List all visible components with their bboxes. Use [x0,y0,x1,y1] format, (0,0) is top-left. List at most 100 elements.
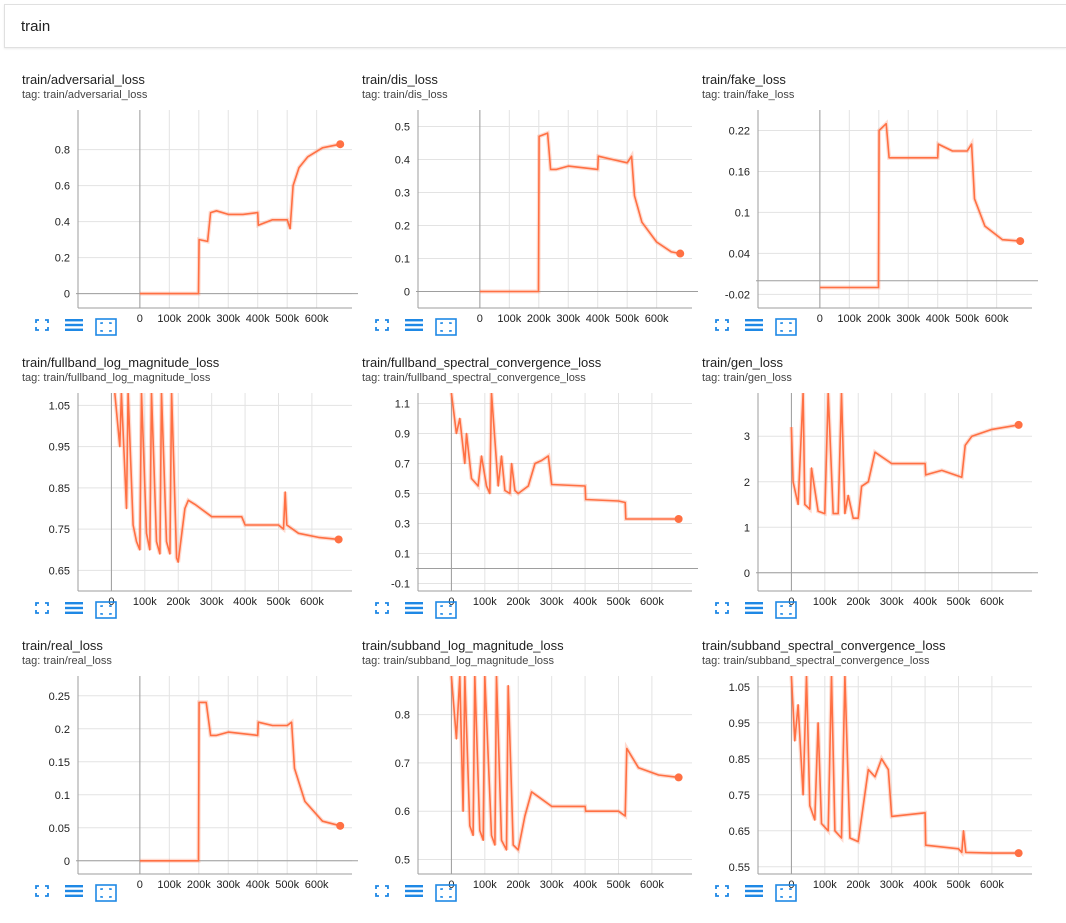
y-tick-label: 0.6 [395,806,410,818]
chart-plot[interactable]: 0 100k 200k 300k 400k 500k 600k 0 0.05 0.1 0.15 0.2… [22,674,362,891]
expand-icon[interactable] [714,601,734,619]
series-line[interactable] [790,676,1019,854]
series-line[interactable] [819,122,1021,289]
series-endpoint[interactable] [1016,237,1025,246]
list-icon[interactable] [744,318,764,336]
x-tick-label: 200k [166,596,190,608]
x-tick-label: 300k [216,313,240,325]
series-endpoint[interactable] [336,140,345,149]
list-icon[interactable] [744,601,764,619]
y-tick-label: 0.4 [395,155,410,167]
fit-domain-icon[interactable] [95,318,117,336]
list-icon[interactable] [404,884,424,902]
chart-plot[interactable]: 0 100k 200k 300k 400k 500k 600k 0 0.2 0.4 0.6 0.8 [22,108,362,325]
y-tick-label: 0.1 [735,207,750,219]
list-icon[interactable] [744,884,764,902]
y-tick-label: -0.1 [391,579,410,591]
chart-title: train/subband_log_magnitude_loss [362,638,564,653]
chart-plot[interactable]: 0 100k 200k 300k 400k 500k 600k0.550.650.750.8… [702,674,1042,891]
list-icon[interactable] [404,601,424,619]
y-tick-label: 0.2 [395,221,410,233]
chart-card: train/subband_spectral_convergence_loss t… [702,638,1042,918]
series-endpoint[interactable] [676,249,685,258]
fit-domain-icon[interactable] [775,318,797,336]
chart-plot[interactable]: 0 100k 200k 300k 400k 500k 600k0.650.750.850.9… [22,391,362,608]
x-tick-label: 500k [947,596,971,608]
y-tick-label: 0 [744,568,750,580]
y-tick-label: 1.05 [729,682,750,694]
series-line-raw [789,676,1019,858]
chart-tag: tag: train/real_loss [22,655,112,667]
x-tick-label: 300k [880,596,904,608]
y-tick-label: 3 [744,431,750,443]
y-tick-label: 0.1 [395,549,410,561]
series-line[interactable] [114,393,339,563]
series-endpoint[interactable] [334,535,343,544]
y-tick-label: 0.1 [55,790,70,802]
x-tick-label: 600k [640,596,664,608]
expand-icon[interactable] [34,318,54,336]
group-header[interactable]: train [4,4,1066,48]
fit-domain-icon[interactable] [435,601,457,619]
y-tick-label: 0.3 [395,188,410,200]
x-tick-label: 100k [157,313,181,325]
x-tick-label: 500k [275,313,299,325]
chart-tag: tag: train/adversarial_loss [22,89,148,101]
fit-domain-icon[interactable] [95,884,117,902]
chart-plot[interactable]: 0 100k 200k 300k 400k 500k 600k 0 0.1 0.2 0.3 0.4 0.… [362,108,702,325]
chart-card: train/dis_loss tag: train/dis_loss 0 100k 20… [362,72,702,352]
series-line-raw [449,393,679,521]
series-endpoint[interactable] [1014,849,1023,858]
fit-domain-icon[interactable] [775,601,797,619]
chart-plot[interactable]: 0 100k 200k 300k 400k 500k 600k -0.02 0.04 0.1 0.1… [702,108,1042,325]
chart-tag: tag: train/subband_log_magnitude_loss [362,655,555,667]
x-tick-label: 200k [506,879,530,891]
expand-icon[interactable] [714,318,734,336]
fit-domain-icon[interactable] [95,601,117,619]
chart-title: train/gen_loss [702,355,783,370]
expand-icon[interactable] [374,601,394,619]
chart-title: train/fake_loss [702,72,786,87]
x-tick-label: 0 [477,313,483,325]
x-tick-label: 400k [913,879,937,891]
list-icon[interactable] [404,318,424,336]
x-tick-label: 400k [246,879,270,891]
expand-icon[interactable] [714,884,734,902]
series-endpoint[interactable] [1014,420,1023,429]
chart-tag: tag: train/dis_loss [362,89,448,101]
fit-domain-icon[interactable] [775,884,797,902]
series-endpoint[interactable] [674,515,683,523]
x-tick-label: 200k [527,313,551,325]
expand-icon[interactable] [34,601,54,619]
series-line-raw [139,700,341,863]
expand-icon[interactable] [374,884,394,902]
fit-domain-icon[interactable] [435,884,457,902]
series-line[interactable] [479,132,681,293]
series-line[interactable] [450,393,679,520]
y-tick-label: 0.22 [729,125,750,137]
chart-plot[interactable]: 0 100k 200k 300k 400k 500k 600k-0.10.10.30.50.… [362,391,702,608]
list-icon[interactable] [64,318,84,336]
expand-icon[interactable] [34,884,54,902]
series-line[interactable] [139,143,341,295]
series-endpoint[interactable] [336,821,345,830]
y-tick-label: 0 [64,289,70,301]
x-tick-label: 300k [200,596,224,608]
expand-icon[interactable] [374,318,394,336]
series-line[interactable] [450,676,679,851]
series-line[interactable] [139,701,341,862]
y-tick-label: 0.55 [729,862,750,874]
list-icon[interactable] [64,601,84,619]
x-tick-label: 200k [187,879,211,891]
y-tick-label: 0.6 [55,181,70,193]
series-line[interactable] [790,393,1019,519]
chart-tag: tag: train/fullband_spectral_convergence… [362,372,586,384]
x-tick-label: 600k [300,596,324,608]
fit-domain-icon[interactable] [435,318,457,336]
y-tick-label: 0.16 [729,166,750,178]
y-tick-label: 0.7 [395,459,410,471]
series-endpoint[interactable] [674,773,683,782]
list-icon[interactable] [64,884,84,902]
